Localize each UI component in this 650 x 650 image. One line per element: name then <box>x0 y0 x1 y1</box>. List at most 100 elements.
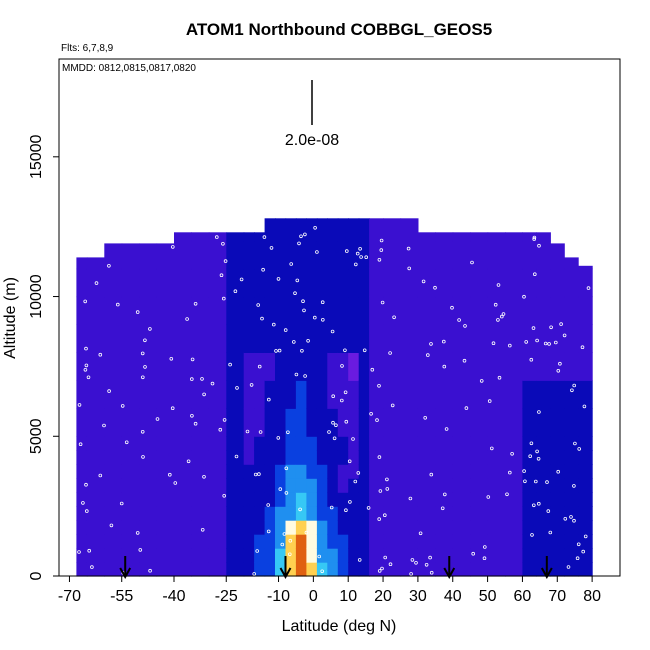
heatmap-cell <box>275 296 287 325</box>
heatmap-cell <box>327 506 339 521</box>
sample-point <box>234 454 239 459</box>
sample-point <box>543 341 548 346</box>
heatmap-cell <box>254 464 266 479</box>
heatmap-cell <box>337 478 349 493</box>
x-tick-label: -55 <box>110 588 133 605</box>
sample-point <box>408 496 413 501</box>
heatmap-cell <box>104 506 123 521</box>
heatmap-cell <box>208 562 227 577</box>
heatmap-cell <box>285 268 297 298</box>
sample-point <box>529 441 534 446</box>
sample-point <box>284 466 289 471</box>
heatmap-cell <box>121 436 140 451</box>
heatmap-cell <box>104 324 123 353</box>
sample-point <box>575 556 580 560</box>
heatmap-cell <box>417 492 436 507</box>
heatmap-cell <box>174 296 192 325</box>
sample-point <box>262 235 267 239</box>
sample-point <box>482 545 487 549</box>
sample-point <box>507 470 512 475</box>
heatmap-cell <box>417 548 436 563</box>
heatmap-cell <box>226 240 245 270</box>
x-tick-label: 70 <box>548 588 566 605</box>
heatmap-cell <box>208 352 227 381</box>
heatmap-cell <box>76 478 88 493</box>
heatmap-cell <box>139 380 158 409</box>
heatmap-cell <box>275 218 287 242</box>
heatmap-cell <box>550 562 565 577</box>
heatmap-cell <box>327 296 339 325</box>
sample-point <box>222 296 226 301</box>
heatmap-cell <box>316 534 328 549</box>
heatmap-cell <box>505 548 523 563</box>
heatmap-cell <box>254 478 266 493</box>
sample-point <box>116 302 120 307</box>
heatmap-cell <box>191 520 210 535</box>
sample-point <box>499 314 504 319</box>
sample-point <box>433 285 437 290</box>
heatmap-cell <box>536 232 551 242</box>
sample-point <box>304 530 309 535</box>
sample-point <box>442 364 447 369</box>
heatmap-cell <box>522 296 537 325</box>
heatmap-cell <box>358 352 370 381</box>
heatmap-cell <box>275 520 287 535</box>
sample-point <box>109 523 114 528</box>
heatmap-cell <box>275 352 287 381</box>
sample-point <box>562 333 567 338</box>
heatmap-cell <box>487 464 506 479</box>
heatmap-cell <box>452 464 471 479</box>
sample-point <box>135 531 140 535</box>
heatmap-cell <box>174 534 192 549</box>
heatmap-cell <box>487 240 506 270</box>
heatmap-cell <box>578 534 593 549</box>
heatmap-cell <box>348 534 360 549</box>
heatmap-cell <box>254 268 266 298</box>
sample-point <box>140 351 145 356</box>
heatmap-cell <box>226 352 245 381</box>
heatmap-cell <box>86 436 105 451</box>
heatmap-cell <box>522 324 537 353</box>
heatmap-cell <box>522 548 537 563</box>
heatmap-cell <box>578 265 593 270</box>
heatmap-cell <box>522 232 537 242</box>
heatmap-cell <box>327 240 339 270</box>
heatmap-cell <box>358 380 370 409</box>
sample-point <box>233 289 238 294</box>
heatmap-cell <box>327 548 339 563</box>
heatmap-cell <box>174 464 192 479</box>
sample-point <box>532 237 536 241</box>
sample-point <box>423 415 428 420</box>
heatmap-cell <box>191 240 210 270</box>
heatmap-cell <box>505 408 523 437</box>
sample-point <box>355 251 360 256</box>
heatmap-cell <box>550 548 565 563</box>
heatmap-cell <box>470 562 489 577</box>
x-tick-label: 40 <box>444 588 462 605</box>
heatmap-cell <box>487 268 506 298</box>
heatmap-cell <box>285 324 297 353</box>
heatmap-cell <box>104 380 123 409</box>
heatmap-cell <box>505 478 523 493</box>
heatmap-cell <box>550 436 565 451</box>
sample-point <box>348 500 352 504</box>
heatmap-cell <box>121 296 140 325</box>
heatmap-cell <box>348 548 360 563</box>
sample-point <box>288 538 293 543</box>
heatmap-cell <box>316 548 328 563</box>
sample-point <box>140 429 145 434</box>
sample-point <box>344 419 349 424</box>
sample-point <box>266 503 271 507</box>
heatmap-cell <box>174 352 192 381</box>
sample-point <box>487 399 492 403</box>
heatmap-cell <box>306 464 318 479</box>
sample-point <box>283 328 288 332</box>
heatmap-cell <box>104 450 123 465</box>
heatmap-cell <box>226 268 245 298</box>
y-tick-label: 0 <box>28 571 45 580</box>
sample-point <box>138 548 143 552</box>
heatmap-cell <box>254 492 266 507</box>
heatmap-cell <box>348 450 360 465</box>
sample-point <box>573 441 577 446</box>
heatmap-cell <box>295 408 307 437</box>
